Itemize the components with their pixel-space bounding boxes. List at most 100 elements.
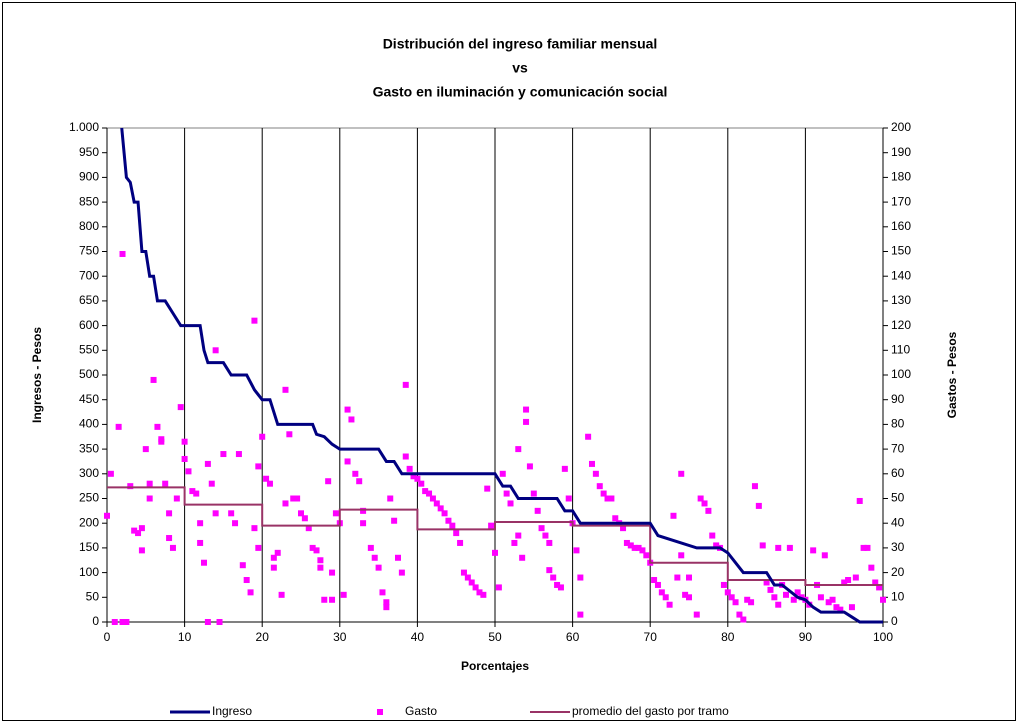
y-tick-label: 150: [79, 540, 99, 554]
point: [383, 599, 390, 606]
point: [422, 488, 429, 495]
point: [546, 567, 553, 574]
point: [728, 594, 735, 601]
point: [146, 480, 153, 487]
point: [868, 564, 875, 571]
point: [379, 589, 386, 596]
point: [313, 547, 320, 554]
point: [627, 542, 634, 549]
point: [317, 557, 324, 564]
y2-tick-label: 0: [891, 614, 898, 628]
point: [146, 495, 153, 502]
point: [166, 535, 173, 542]
point: [441, 510, 448, 517]
point: [220, 451, 227, 458]
point: [744, 596, 751, 603]
point: [596, 483, 603, 490]
point: [387, 495, 394, 502]
point: [235, 451, 242, 458]
point: [666, 601, 673, 608]
point: [720, 581, 727, 588]
point: [519, 554, 526, 561]
legend-label: Gasto: [405, 704, 437, 718]
point: [119, 619, 126, 625]
point: [228, 510, 235, 517]
point: [138, 525, 145, 532]
point: [426, 490, 433, 497]
point: [340, 591, 347, 598]
point: [189, 488, 196, 495]
point: [274, 549, 281, 556]
point: [154, 423, 161, 430]
y-tick-label: 550: [79, 342, 99, 356]
y-tick-label: 500: [79, 367, 99, 381]
point: [600, 490, 607, 497]
y-tick-label: 1.000: [69, 120, 99, 134]
y-tick-label: 950: [79, 145, 99, 159]
point: [344, 406, 351, 413]
point: [251, 317, 258, 324]
point: [864, 544, 871, 551]
y2-tick-label: 150: [891, 244, 911, 258]
point: [255, 544, 262, 551]
y2-tick-label: 50: [891, 491, 905, 505]
y2-tick-label: 170: [891, 194, 911, 208]
point: [495, 584, 502, 591]
point: [453, 530, 460, 537]
y2-tick-label: 20: [891, 565, 905, 579]
y-tick-label: 300: [79, 466, 99, 480]
point: [173, 495, 180, 502]
point: [507, 500, 514, 507]
point: [623, 539, 630, 546]
point: [317, 564, 324, 571]
point: [232, 520, 239, 527]
point: [197, 520, 204, 527]
y2-tick-label: 200: [891, 120, 911, 134]
point: [841, 579, 848, 586]
point: [270, 564, 277, 571]
y-tick-label: 200: [79, 515, 99, 529]
y-tick-label: 450: [79, 392, 99, 406]
point: [107, 470, 114, 477]
point: [344, 458, 351, 465]
y-tick-label: 600: [79, 318, 99, 332]
y2-tick-label: 110: [891, 342, 910, 356]
point: [810, 547, 817, 554]
point: [391, 517, 398, 524]
y2-tick-label: 90: [891, 392, 905, 406]
point: [468, 579, 475, 586]
point: [876, 584, 883, 591]
point: [445, 517, 452, 524]
point: [266, 480, 273, 487]
point: [457, 539, 464, 546]
point: [193, 490, 200, 497]
x-tick-label: 60: [566, 630, 580, 644]
point: [375, 564, 382, 571]
point: [127, 483, 134, 490]
point: [135, 530, 142, 537]
point: [197, 539, 204, 546]
point: [589, 460, 595, 467]
point: [492, 549, 498, 556]
point: [169, 544, 176, 551]
legend-label: promedio del gasto por tramo: [572, 704, 729, 718]
point: [201, 559, 207, 566]
point: [662, 594, 669, 601]
point: [332, 510, 339, 517]
point: [464, 574, 471, 581]
point: [367, 544, 374, 551]
x-tick-label: 30: [333, 630, 347, 644]
point: [829, 596, 836, 603]
y2-tick-label: 140: [891, 268, 911, 282]
y-tick-label: 850: [79, 194, 99, 208]
point: [398, 569, 405, 576]
point: [162, 480, 169, 487]
point: [790, 596, 797, 603]
point: [872, 579, 879, 586]
y-tick-label: 800: [79, 219, 99, 233]
point: [775, 544, 782, 551]
point: [123, 619, 130, 625]
point: [406, 465, 413, 472]
point: [678, 470, 685, 477]
